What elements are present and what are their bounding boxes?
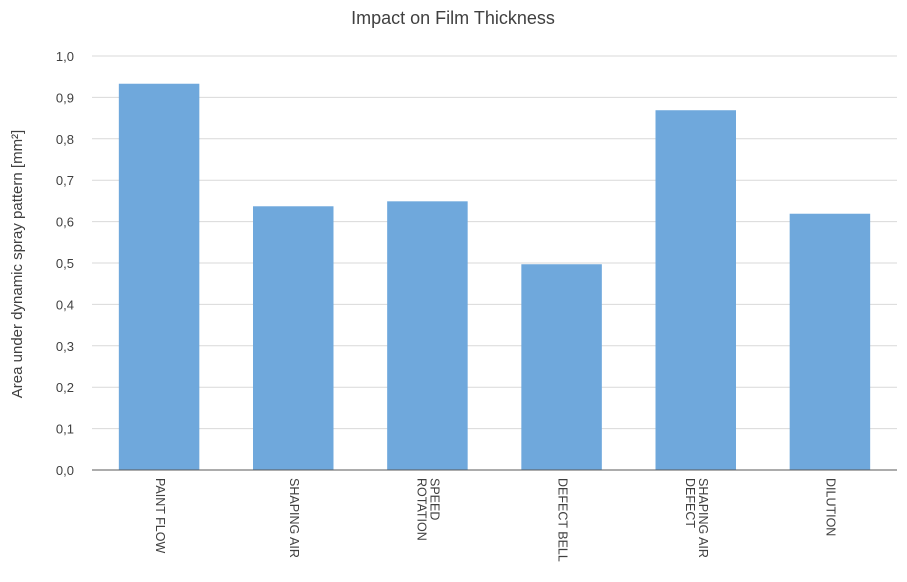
y-tick-label: 0,1 (56, 422, 74, 437)
bar (789, 213, 871, 470)
bar (118, 83, 200, 470)
bar (521, 264, 602, 470)
y-tick-label: 0,7 (56, 173, 74, 188)
y-tick-label: 0,9 (56, 90, 74, 105)
y-tick-label: 0,2 (56, 380, 74, 395)
bar (253, 206, 334, 471)
gridlines (92, 55, 897, 430)
y-axis-label: Area under dynamic spray pattern [mm²] (9, 130, 26, 398)
bar (387, 201, 468, 470)
y-tick-label: 0,0 (56, 463, 74, 478)
bar (655, 110, 736, 470)
y-tick-label: 0,5 (56, 256, 74, 271)
x-tick-label: SHAPING AIR (287, 478, 301, 558)
x-tick-label: SPEED (428, 478, 442, 520)
y-tick-label: 0,6 (56, 215, 74, 230)
x-tick-label: ROTATION (415, 478, 429, 541)
x-tick-label: SHAPING AIR (696, 478, 710, 558)
y-tick-label: 1,0 (56, 49, 74, 64)
chart-title: Impact on Film Thickness (351, 8, 555, 28)
x-tick-label: DEFECT BELL (555, 478, 569, 562)
bars (118, 83, 871, 471)
y-tick-label: 0,3 (56, 339, 74, 354)
y-axis-ticks: 0,0 0,1 0,2 0,3 0,4 0,5 0,6 0,7 0,8 0,9 1,0 (56, 49, 74, 478)
y-tick-label: 0,8 (56, 132, 74, 147)
x-axis-ticks: PAINT FLOW SHAPING AIR ROTATION SPEED DEFECT… (153, 478, 838, 562)
x-tick-label: DEFECT (683, 478, 697, 528)
y-tick-label: 0,4 (56, 297, 74, 312)
x-tick-label: PAINT FLOW (153, 478, 167, 553)
x-tick-label: DILUTION (824, 478, 838, 536)
